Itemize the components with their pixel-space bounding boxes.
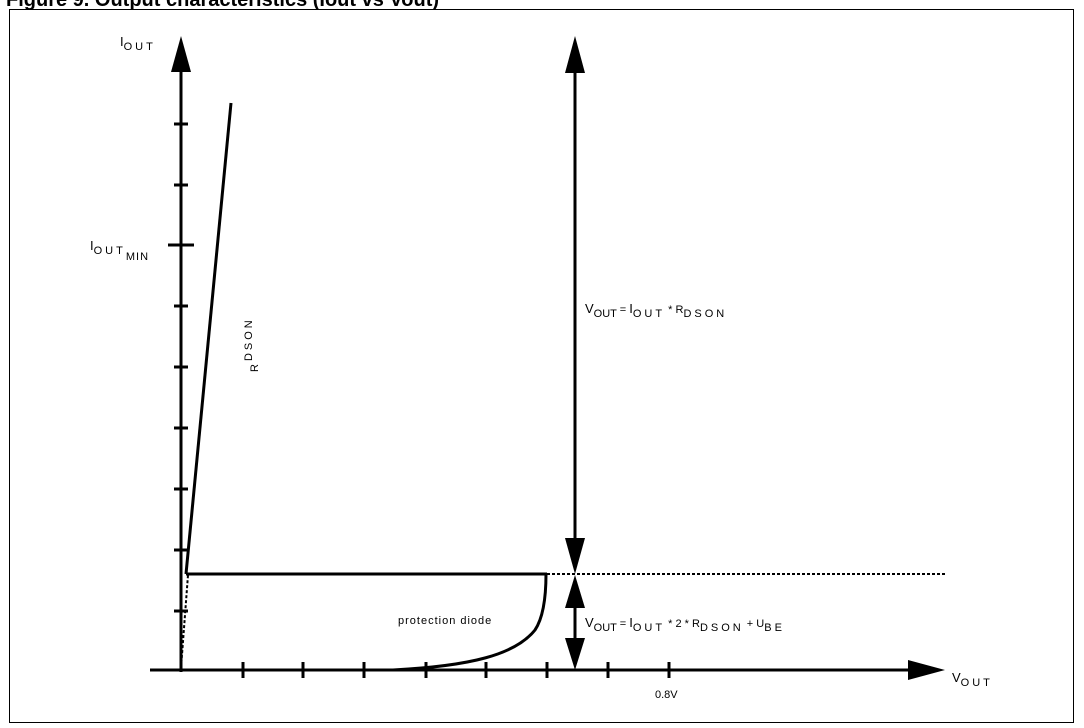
equation-diode-region: VOUT = IOUT * 2 * RDSON + UBE: [585, 615, 785, 634]
upper-dimension-arrow-top: [565, 36, 585, 73]
rdson-line: [184, 102, 233, 575]
figure-title: Figure 9. Output characteristics (Iout v…: [6, 0, 440, 11]
y-axis-label: IOUT: [120, 34, 156, 53]
upper-dimension-arrow-bottom: [565, 538, 585, 574]
lower-dimension-arrow-bottom: [565, 638, 585, 670]
protection-diode-label: protection diode: [398, 615, 492, 627]
x-axis-ticks: [241, 662, 671, 678]
lower-dimension-arrow-top: [565, 575, 585, 608]
equation-rdson-region: VOUT = IOUT * RDSON: [585, 301, 727, 320]
x-axis-label: VOUT: [952, 670, 993, 689]
rdson-dashed-extension: [180, 574, 189, 669]
x-tick-label-0-8v: 0.8V: [655, 689, 678, 701]
y-tick-label-iout-min: IOUTMIN: [90, 238, 149, 263]
figure-frame: [9, 9, 1074, 723]
rdson-label: RDSON: [243, 317, 261, 372]
y-axis-arrowhead: [171, 36, 191, 72]
figure-title-strip: Figure 9. Output characteristics (Iout v…: [0, 0, 1084, 11]
protection-diode-curve: [392, 573, 548, 672]
x-axis-arrowhead: [908, 660, 945, 680]
